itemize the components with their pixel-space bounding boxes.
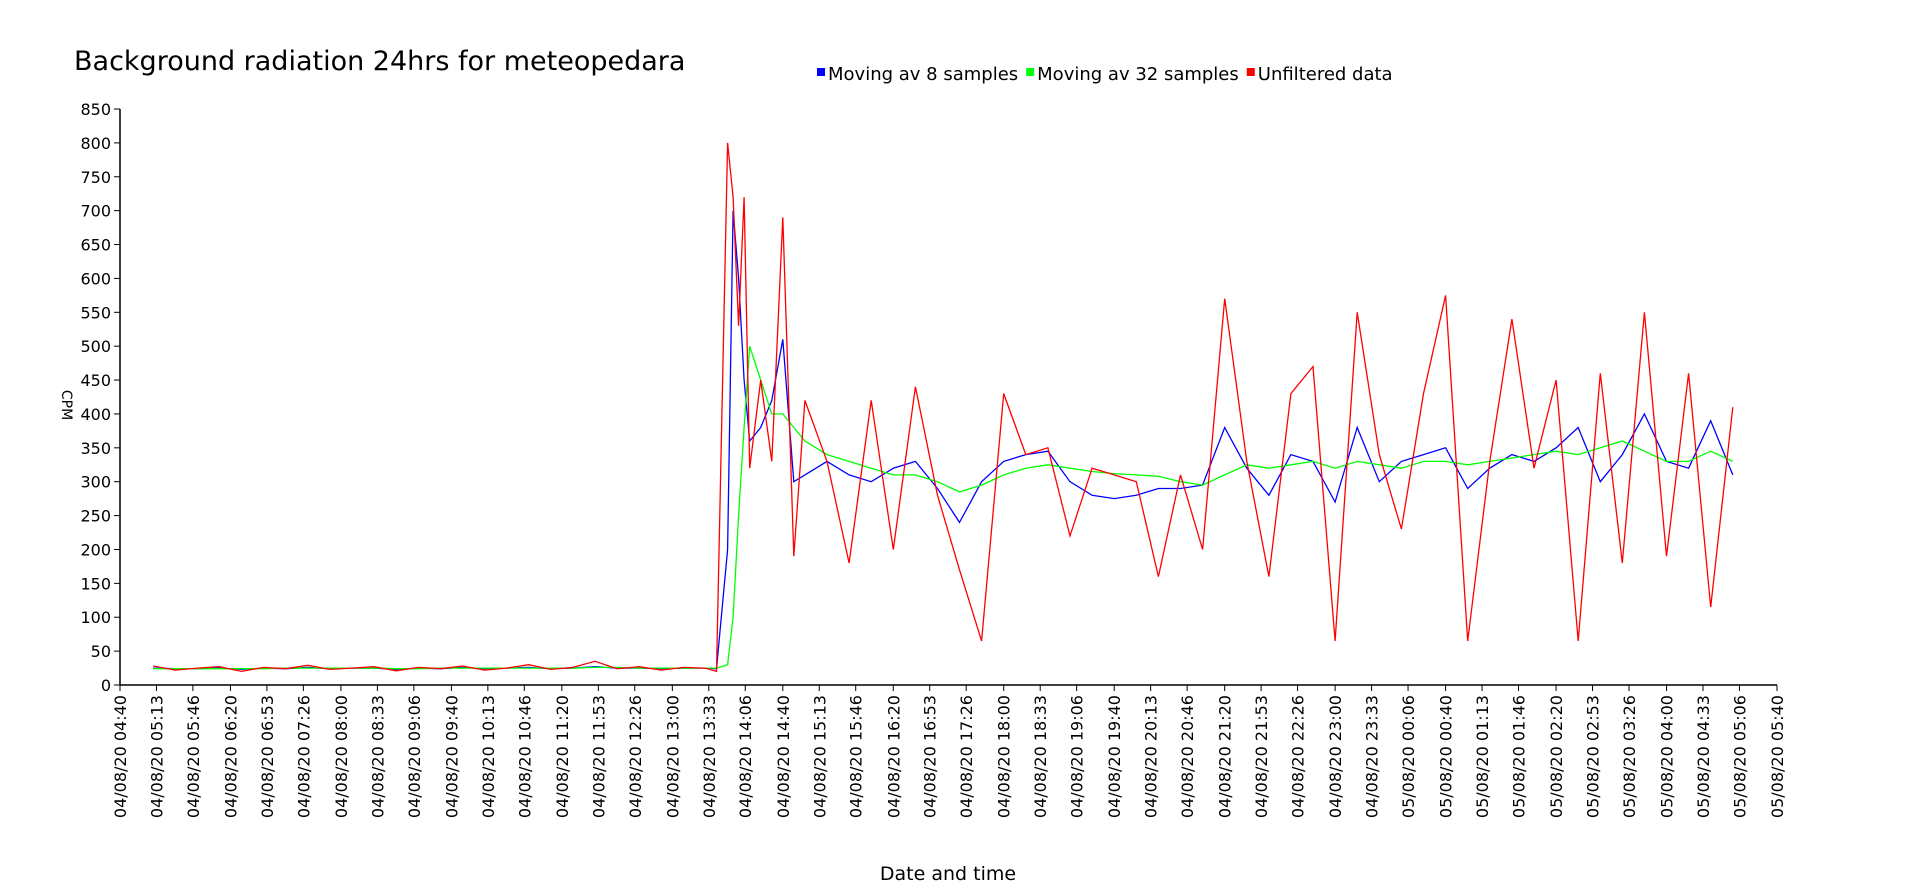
x-tick-label: 04/08/20 16:53 bbox=[921, 695, 940, 818]
y-tick-label: 100 bbox=[80, 608, 111, 627]
x-tick-label: 04/08/20 13:00 bbox=[663, 695, 682, 818]
x-tick-label: 04/08/20 18:33 bbox=[1031, 695, 1050, 818]
x-tick-label: 04/08/20 15:13 bbox=[810, 695, 829, 818]
x-tick-label: 04/08/20 15:46 bbox=[847, 695, 866, 818]
chart-title: Background radiation 24hrs for meteopeda… bbox=[74, 46, 685, 77]
series-line bbox=[152, 142, 1734, 673]
x-tick-label: 04/08/20 14:06 bbox=[736, 695, 755, 818]
x-tick-label: 05/08/20 01:13 bbox=[1473, 695, 1492, 818]
x-tick-label: 05/08/20 01:46 bbox=[1510, 695, 1529, 818]
x-tick-label: 04/08/20 20:46 bbox=[1178, 695, 1197, 818]
x-tick-label: 04/08/20 06:20 bbox=[221, 695, 240, 818]
x-tick-label: 05/08/20 00:40 bbox=[1437, 695, 1456, 818]
x-tick-label: 04/08/20 23:00 bbox=[1326, 695, 1345, 818]
x-tick-label: 04/08/20 14:40 bbox=[774, 695, 793, 818]
series-line bbox=[153, 345, 1734, 670]
x-tick-label: 04/08/20 13:33 bbox=[700, 695, 719, 818]
y-tick-label: 250 bbox=[80, 507, 111, 526]
y-axis-label: CPM bbox=[58, 390, 74, 420]
x-tick-label: 04/08/20 21:20 bbox=[1216, 695, 1235, 818]
legend-label: Unfiltered data bbox=[1258, 64, 1393, 85]
x-tick-label: 05/08/20 02:53 bbox=[1584, 695, 1603, 818]
legend-label: Moving av 8 samples bbox=[828, 64, 1018, 85]
x-tick-label: 05/08/20 04:00 bbox=[1658, 695, 1677, 818]
x-tick-label: 04/08/20 05:13 bbox=[147, 695, 166, 818]
x-tick-label: 04/08/20 19:40 bbox=[1105, 695, 1124, 818]
y-tick-label: 0 bbox=[101, 676, 111, 695]
x-tick-label: 04/08/20 05:46 bbox=[184, 695, 203, 818]
legend-label: Moving av 32 samples bbox=[1037, 64, 1239, 85]
x-tick-label: 05/08/20 05:06 bbox=[1730, 695, 1749, 818]
x-tick-label: 05/08/20 03:26 bbox=[1620, 695, 1639, 818]
y-tick-label: 850 bbox=[80, 100, 111, 119]
x-tick-label: 05/08/20 04:33 bbox=[1694, 695, 1713, 818]
x-tick-label: 04/08/20 07:26 bbox=[294, 695, 313, 818]
x-tick-label: 04/08/20 11:53 bbox=[589, 695, 608, 818]
x-tick-label: 04/08/20 04:40 bbox=[111, 695, 130, 818]
y-tick-label: 200 bbox=[80, 540, 111, 559]
y-tick-label: 300 bbox=[80, 473, 111, 492]
legend-swatch bbox=[817, 68, 825, 76]
x-tick-label: 04/08/20 19:06 bbox=[1068, 695, 1087, 818]
y-tick-label: 550 bbox=[80, 303, 111, 322]
y-tick-label: 400 bbox=[80, 405, 111, 424]
x-tick-label: 04/08/20 08:33 bbox=[368, 695, 387, 818]
x-axis-label: Date and time bbox=[880, 863, 1016, 885]
x-tick-label: 04/08/20 10:13 bbox=[479, 695, 498, 818]
x-tick-label: 04/08/20 22:26 bbox=[1289, 695, 1308, 818]
legend-swatch bbox=[1026, 68, 1035, 76]
x-tick-label: 04/08/20 23:33 bbox=[1363, 695, 1382, 818]
y-tick-label: 50 bbox=[91, 642, 111, 661]
x-tick-label: 04/08/20 09:40 bbox=[442, 695, 461, 818]
x-tick-label: 04/08/20 12:26 bbox=[626, 695, 645, 818]
y-tick-label: 450 bbox=[80, 371, 111, 390]
x-tick-label: 04/08/20 06:53 bbox=[258, 695, 277, 818]
x-tick-label: 04/08/20 10:46 bbox=[515, 695, 534, 818]
x-tick-label: 05/08/20 02:20 bbox=[1547, 695, 1566, 818]
y-tick-label: 350 bbox=[80, 439, 111, 458]
x-tick-label: 04/08/20 21:53 bbox=[1252, 695, 1271, 818]
y-tick-label: 650 bbox=[80, 236, 111, 255]
x-tick-label: 04/08/20 17:26 bbox=[957, 695, 976, 818]
y-tick-label: 700 bbox=[80, 202, 111, 221]
y-tick-label: 150 bbox=[80, 574, 111, 593]
y-tick-label: 500 bbox=[80, 337, 111, 356]
x-tick-label: 04/08/20 20:13 bbox=[1142, 695, 1161, 818]
series-line bbox=[153, 210, 1734, 671]
x-tick-label: 04/08/20 11:20 bbox=[553, 695, 572, 818]
legend-swatch bbox=[1246, 68, 1255, 76]
x-tick-label: 05/08/20 00:06 bbox=[1399, 695, 1418, 818]
x-tick-label: 04/08/20 18:00 bbox=[995, 695, 1014, 818]
x-tick-label: 05/08/20 05:40 bbox=[1768, 695, 1787, 818]
x-tick-label: 04/08/20 08:00 bbox=[332, 695, 351, 818]
x-tick-label: 04/08/20 16:20 bbox=[884, 695, 903, 818]
y-tick-label: 800 bbox=[80, 134, 111, 153]
y-tick-label: 600 bbox=[80, 269, 111, 288]
y-tick-label: 750 bbox=[80, 168, 111, 187]
x-tick-label: 04/08/20 09:06 bbox=[405, 695, 424, 818]
